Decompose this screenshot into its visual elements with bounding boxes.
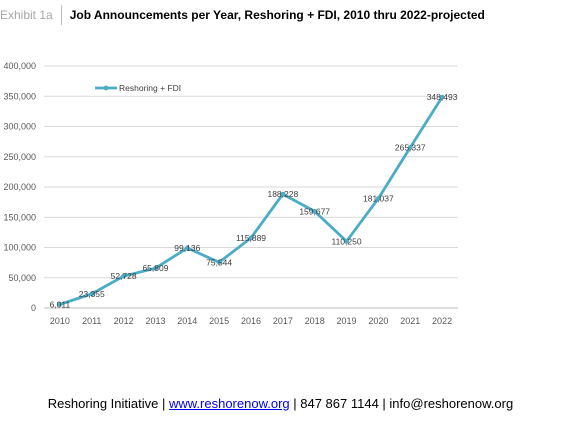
- y-tick-label: 100,000: [3, 243, 36, 253]
- footer-contact: | 847 867 1144 | info@reshorenow.org: [293, 396, 514, 411]
- x-tick-label: 2012: [114, 316, 134, 326]
- y-tick-label: 350,000: [3, 91, 36, 101]
- x-tick-label: 2016: [241, 316, 261, 326]
- data-label: 6,011: [50, 299, 71, 309]
- data-labels: 6,011 23,355 52,728 65,809 99,136 75,544 115,8…: [50, 92, 458, 309]
- x-tick-label: 2010: [50, 316, 70, 326]
- x-tick-label: 2021: [400, 316, 420, 326]
- y-tick-label: 400,000: [3, 61, 36, 71]
- data-label: 115,889: [236, 233, 266, 243]
- data-point: [280, 191, 286, 197]
- data-point: [153, 265, 158, 271]
- series-reshoring-fdi: [57, 94, 445, 307]
- footer-org: Reshoring Initiative |: [47, 396, 166, 411]
- chart-title: Job Announcements per Year, Reshoring + …: [69, 8, 485, 22]
- data-point: [439, 94, 445, 100]
- data-point: [184, 245, 190, 251]
- data-label: 23,355: [79, 289, 105, 299]
- y-axis: 0 50,000 100,000 150,000 200,000 250,000 300,0…: [3, 61, 36, 313]
- legend-label: Reshoring + FDI: [119, 83, 181, 93]
- x-tick-label: 2019: [337, 316, 357, 326]
- y-tick-label: 300,000: [3, 122, 36, 132]
- data-label: 99,136: [174, 243, 200, 253]
- x-tick-label: 2017: [273, 316, 293, 326]
- data-label: 188,228: [267, 189, 298, 199]
- x-tick-label: 2015: [209, 316, 229, 326]
- data-point: [312, 208, 318, 214]
- x-tick-label: 2022: [432, 316, 452, 326]
- x-tick-label: 2011: [82, 316, 101, 326]
- legend: Reshoring + FDI: [95, 83, 181, 93]
- data-label: 348,493: [427, 92, 458, 102]
- gridlines: [44, 65, 458, 309]
- x-tick-label: 2020: [368, 316, 388, 326]
- data-point: [57, 301, 63, 307]
- data-point: [407, 145, 413, 150]
- data-label: 110,250: [331, 236, 361, 246]
- y-tick-label: 50,000: [8, 273, 36, 283]
- y-tick-label: 150,000: [3, 212, 36, 222]
- data-point: [375, 196, 381, 201]
- legend-marker: [103, 85, 109, 91]
- data-point: [121, 273, 127, 279]
- exhibit-label: Exhibit 1a: [0, 5, 62, 25]
- data-point: [344, 238, 349, 244]
- data-point: [248, 235, 254, 241]
- data-label: 159,677: [299, 206, 330, 216]
- y-tick-label: 200,000: [3, 182, 36, 192]
- x-tick-label: 2013: [145, 316, 165, 326]
- data-point: [89, 291, 95, 297]
- data-label: 75,544: [206, 257, 232, 267]
- data-point: [216, 259, 222, 265]
- x-tick-label: 2018: [305, 316, 325, 326]
- data-label: 65,809: [142, 263, 168, 273]
- chart-header: Exhibit 1a Job Announcements per Year, R…: [0, 4, 485, 26]
- y-tick-label: 0: [31, 303, 36, 313]
- website-link[interactable]: www.reshorenow.org: [168, 396, 290, 411]
- y-tick-label: 250,000: [3, 152, 36, 162]
- x-axis: 2010 2011 2012 2013 2014 2015 2016 2017 2018 2019…: [50, 316, 452, 326]
- footer: Reshoring Initiative | www.reshorenow.or…: [0, 396, 561, 411]
- data-label: 265,337: [395, 142, 426, 152]
- x-tick-label: 2014: [177, 316, 197, 326]
- line-chart: 0 50,000 100,000 150,000 200,000 250,000 300,0…: [3, 61, 458, 326]
- data-label: 181,037: [363, 193, 394, 203]
- data-label: 52,728: [111, 271, 137, 281]
